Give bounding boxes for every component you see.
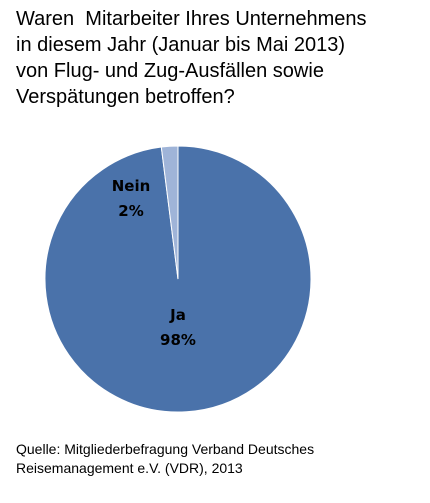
slice-label-ja: Ja — [169, 306, 186, 324]
slice-label-nein: Nein — [112, 177, 151, 195]
slice-value-nein: 2% — [118, 202, 143, 220]
source-note: Quelle: Mitgliederbefragung Verband Deut… — [16, 440, 421, 478]
chart-title-line: Waren Mitarbeiter Ihres Unternehmens — [16, 8, 367, 30]
chart-title: Waren Mitarbeiter Ihres Unternehmens in … — [16, 6, 421, 110]
source-line: Reisemanagement e.V. (VDR), 2013 — [16, 460, 243, 476]
chart-title-line: Verspätungen betroffen? — [16, 86, 235, 108]
chart-title-line: von Flug- und Zug-Ausfällen sowie — [16, 60, 324, 82]
pie-slice-nein — [160, 145, 179, 280]
chart-title-line: in diesem Jahr (Januar bis Mai 2013) — [16, 34, 346, 56]
source-line: Quelle: Mitgliederbefragung Verband Deut… — [16, 441, 315, 457]
slice-value-ja: 98% — [160, 331, 196, 349]
